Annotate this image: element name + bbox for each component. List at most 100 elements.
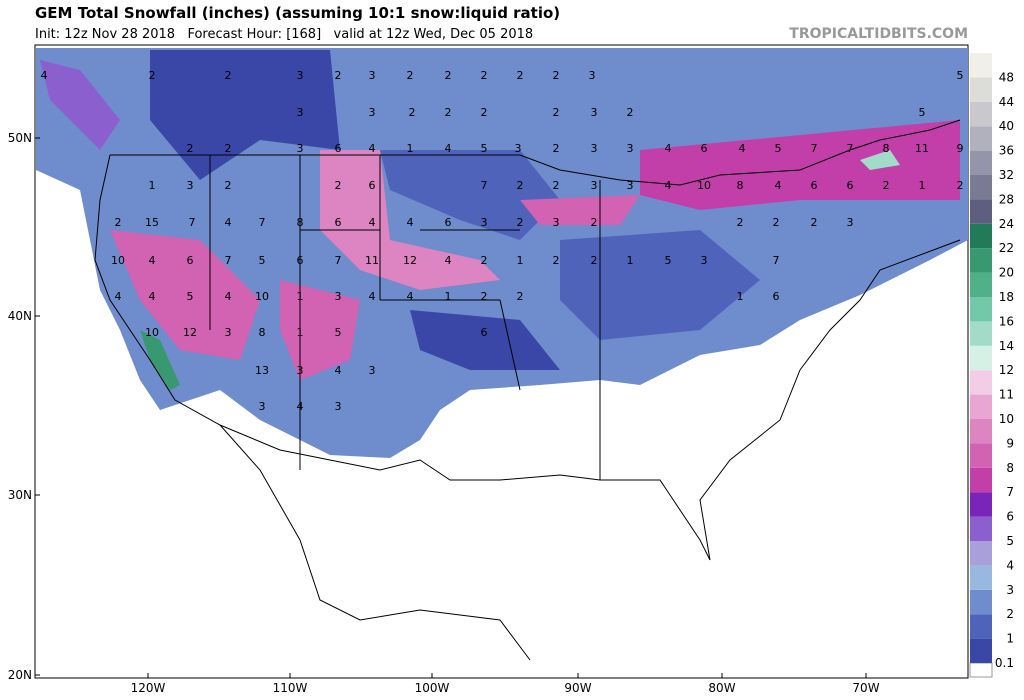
map-value: 4 [369,142,376,155]
map-value: 1 [297,290,304,303]
colorbar-swatch [970,101,992,127]
map-value: 8 [297,216,304,229]
colorbar-swatch [970,541,992,566]
map-value: 5 [335,326,342,339]
map-value: 2 [481,69,488,82]
map-value: 6 [187,254,194,267]
map-value: 6 [297,254,304,267]
map-value: 2 [335,179,342,192]
map-value: 3 [369,364,376,377]
colorbar-label: 4 [1006,558,1014,572]
lon-label: 80W [708,681,735,695]
colorbar-label: 20 [999,266,1014,280]
map-value: 6 [369,179,376,192]
map-value: 4 [445,142,452,155]
lat-label: 40N [8,309,32,323]
colorbar-label: 48 [999,70,1014,84]
lon-label: 70W [852,681,879,695]
colorbar-label: 16 [999,314,1014,328]
map-value: 5 [957,69,964,82]
map-value: 4 [149,254,156,267]
map-value: 3 [553,216,560,229]
map-value: 2 [957,179,964,192]
colorbar-label: 28 [999,192,1014,206]
map-value: 6 [335,216,342,229]
map-value: 3 [515,142,522,155]
map-value: 3 [627,142,634,155]
colorbar-swatch [970,614,992,639]
colorbar-swatch [970,272,992,297]
map-value: 4 [41,69,48,82]
colorbar-label: 6 [1006,510,1014,524]
lon-label: 90W [564,681,591,695]
colorbar-label: 40 [999,119,1014,133]
map-value: 6 [445,216,452,229]
colorbar-swatch [970,565,992,590]
map-value: 3 [591,106,598,119]
map-value: 4 [665,179,672,192]
map-value: 7 [847,142,854,155]
map-value: 7 [811,142,818,155]
map-value: 3 [591,142,598,155]
map-value: 8 [883,142,890,155]
colorbar-label: 0.1 [995,656,1014,670]
colorbar-swatch [970,126,992,151]
map-value: 2 [591,216,598,229]
map-value: 7 [773,254,780,267]
map-value: 3 [369,106,376,119]
map-value: 2 [335,69,342,82]
lon-label: 110W [273,681,308,695]
map-value: 2 [737,216,744,229]
subtitle: Init: 12z Nov 28 2018 Forecast Hour: [16… [35,27,533,42]
colorbar-swatch [970,394,992,419]
map-value: 3 [187,179,194,192]
map-value: 3 [369,69,376,82]
map-value: 4 [149,290,156,303]
map-value: 2 [553,69,560,82]
map-value: 2 [115,216,122,229]
colorbar-swatch [970,492,992,517]
map-value: 2 [553,254,560,267]
colorbar-swatch [970,248,992,273]
title: GEM Total Snowfall (inches) (assuming 10… [35,4,560,22]
map-value: 3 [335,400,342,413]
map-value: 2 [627,106,634,119]
map-value: 10 [255,290,269,303]
map-value: 4 [369,290,376,303]
map-value: 6 [335,142,342,155]
colorbar-swatch [970,77,992,102]
colorbar-label: 1 [1006,632,1014,646]
colorbar-label: 10 [999,412,1014,426]
map-value: 2 [481,290,488,303]
map-value: 2 [225,179,232,192]
map-value: 3 [297,69,304,82]
colorbar-swatch [970,321,992,346]
colorbar-label: 5 [1006,534,1014,548]
colorbar-swatch [970,638,992,663]
map-value: 4 [225,290,232,303]
map-value: 2 [409,106,416,119]
map-value: 4 [739,142,746,155]
map-value: 3 [591,179,598,192]
map-value: 4 [115,290,122,303]
map-value: 8 [259,326,266,339]
colorbar-label: 9 [1006,436,1014,450]
colorbar-swatch [970,516,992,541]
map-value: 2 [445,69,452,82]
colorbar-bottom [969,662,993,678]
colorbar-label: 11 [999,388,1014,402]
map-value: 3 [847,216,854,229]
map-value: 11 [365,254,379,267]
map-value: 7 [259,216,266,229]
map-value: 11 [915,142,929,155]
map-value: 2 [517,216,524,229]
colorbar-swatch [970,589,992,615]
map-value: 10 [145,326,159,339]
colorbar-label: 3 [1006,583,1014,597]
map-value: 1 [297,326,304,339]
map-value: 1 [407,142,414,155]
lat-label: 30N [8,488,32,502]
map-value: 2 [445,106,452,119]
map-value: 3 [481,216,488,229]
map-value: 7 [481,179,488,192]
